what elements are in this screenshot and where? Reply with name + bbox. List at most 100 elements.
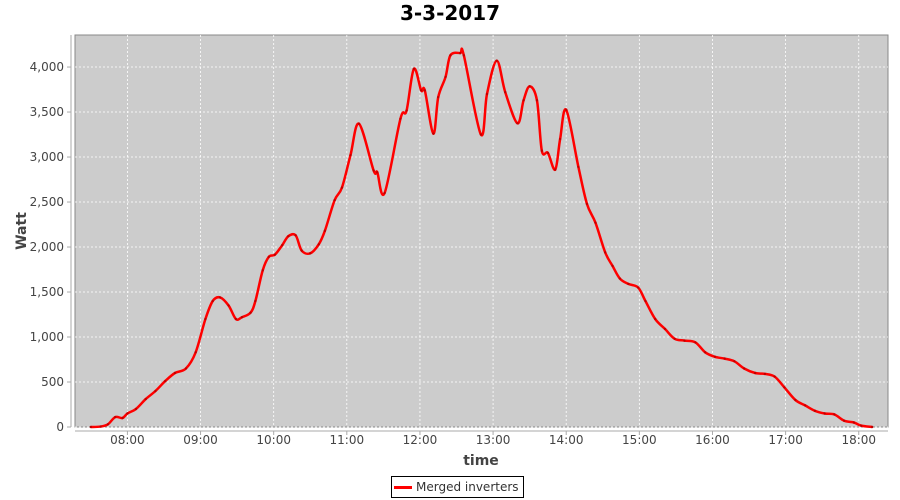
y-tick-label: 3,500 (30, 105, 64, 119)
x-tick-label: 09:00 (183, 433, 218, 447)
data-point (300, 249, 303, 252)
data-point (340, 186, 344, 189)
data-point (184, 367, 188, 370)
data-point (173, 371, 177, 375)
data-point (287, 235, 290, 238)
data-point (833, 413, 836, 416)
data-point (540, 149, 544, 152)
data-point (528, 85, 531, 88)
data-point (763, 372, 767, 376)
y-axis: 0 500 1,000 1,500 2,000 2,500 3,000 3,500 4,000 (30, 35, 72, 434)
x-tick-label: 15:00 (622, 433, 657, 447)
legend-swatch (394, 485, 412, 489)
data-point (773, 375, 776, 378)
y-tick-label: 1,000 (30, 330, 64, 344)
data-point (99, 425, 102, 428)
data-point (154, 389, 157, 393)
data-point (218, 296, 222, 299)
data-point (604, 251, 607, 254)
data-point (449, 54, 452, 57)
x-tick-label: 11:00 (330, 433, 365, 447)
data-point (627, 282, 630, 286)
y-tick-label: 2,000 (30, 240, 64, 254)
data-point (317, 243, 320, 246)
x-tick-label: 13:00 (476, 433, 511, 447)
data-point (713, 355, 717, 359)
data-point (673, 337, 676, 341)
x-tick-label: 18:00 (841, 433, 876, 447)
data-point (163, 379, 167, 383)
data-point (267, 255, 271, 259)
data-point (399, 117, 402, 120)
legend-label: Merged inverters (416, 480, 519, 494)
data-point (753, 371, 757, 375)
data-point (504, 91, 507, 94)
data-point (462, 54, 466, 57)
data-point (444, 75, 447, 79)
data-point (333, 199, 336, 202)
data-point (823, 412, 826, 415)
data-point (703, 351, 707, 354)
data-point (495, 59, 498, 62)
data-point (419, 89, 423, 92)
data-point (372, 169, 375, 172)
data-point (106, 423, 110, 426)
data-point (842, 419, 846, 422)
x-tick-label: 10:00 (256, 433, 291, 447)
data-point (349, 154, 352, 157)
y-tick-label: 1,500 (30, 285, 64, 299)
chart-title: 3-3-2017 (399, 1, 501, 25)
data-point (485, 92, 489, 96)
data-point (594, 221, 597, 224)
data-point (432, 132, 435, 135)
y-tick-label: 0 (56, 420, 64, 434)
x-axis-label: time (463, 453, 499, 469)
data-point (585, 202, 589, 206)
y-tick-label: 3,000 (30, 150, 64, 164)
legend: Merged inverters (391, 476, 524, 498)
data-point (479, 133, 483, 136)
data-point (412, 67, 416, 71)
data-point (516, 122, 519, 125)
data-point (273, 253, 277, 256)
data-point (859, 424, 863, 427)
data-point (723, 357, 726, 360)
data-point (294, 234, 297, 237)
data-point (405, 109, 408, 112)
data-point (383, 191, 386, 195)
series-line-merged-inverters (90, 47, 873, 429)
data-point (783, 386, 786, 389)
data-point (309, 252, 312, 255)
data-point (852, 421, 856, 424)
data-point (227, 304, 230, 307)
data-point (618, 277, 622, 280)
data-point (577, 165, 580, 169)
data-point (535, 99, 539, 102)
data-point (565, 108, 568, 111)
data-point (114, 415, 117, 419)
data-point (261, 269, 264, 272)
x-tick-label: 16:00 (695, 433, 730, 447)
data-point (458, 51, 462, 55)
data-point (357, 122, 361, 125)
data-point (254, 299, 257, 303)
y-tick-label: 4,000 (30, 60, 64, 74)
data-point (144, 397, 147, 401)
data-point (423, 89, 427, 92)
x-tick-label: 12:00 (403, 433, 438, 447)
data-point (653, 317, 657, 321)
data-point (683, 339, 686, 342)
y-axis-label: Watt (14, 212, 30, 250)
data-point (121, 416, 124, 420)
data-point (558, 137, 562, 141)
data-point (522, 99, 525, 102)
data-point (323, 229, 327, 233)
grid (75, 35, 888, 428)
data-point (204, 317, 207, 321)
data-point (126, 412, 129, 415)
series-layer (89, 47, 874, 429)
data-point (211, 299, 214, 303)
y-tick-label: 2,500 (30, 195, 64, 209)
data-point (194, 351, 197, 354)
